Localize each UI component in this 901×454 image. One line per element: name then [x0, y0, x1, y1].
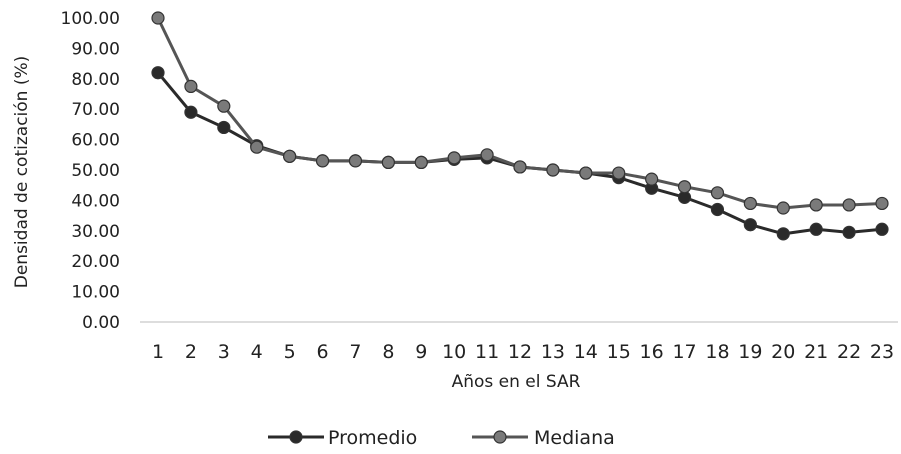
- x-tick-label: 5: [284, 341, 296, 363]
- y-tick-label: 60.00: [71, 131, 120, 151]
- data-point: [645, 172, 659, 186]
- data-point: [743, 196, 757, 211]
- legend-label: Promedio: [328, 427, 417, 449]
- x-tick-label: 17: [672, 341, 696, 363]
- legend-marker: [289, 430, 303, 444]
- x-tick-label: 9: [415, 341, 427, 363]
- x-tick-label: 12: [508, 341, 532, 363]
- x-tick-label: 14: [574, 341, 598, 363]
- data-point: [151, 66, 165, 80]
- x-tick-label: 10: [442, 341, 466, 363]
- series-layer: [151, 11, 889, 241]
- x-tick-label: 15: [607, 341, 631, 363]
- data-point: [414, 155, 428, 169]
- y-tick-label: 50.00: [71, 161, 120, 181]
- x-tick-label: 2: [185, 341, 197, 363]
- data-point: [184, 79, 198, 94]
- data-point: [875, 222, 889, 236]
- data-point: [809, 222, 823, 236]
- x-tick-label: 4: [251, 341, 263, 363]
- data-point: [842, 225, 856, 239]
- x-tick-label: 3: [218, 341, 230, 363]
- data-point: [381, 155, 395, 169]
- legend: Promedio Mediana: [268, 427, 615, 449]
- y-tick-label: 20.00: [71, 252, 120, 272]
- data-point: [710, 186, 725, 200]
- data-point: [677, 180, 692, 194]
- series-line-promedio: [156, 71, 883, 236]
- data-point: [776, 227, 790, 241]
- x-tick-label: 1: [152, 341, 164, 363]
- y-axis-title: Densidad de cotización (%): [12, 56, 32, 289]
- x-tick-label: 13: [541, 341, 565, 363]
- series-mediana: [151, 11, 889, 215]
- x-tick-label: 8: [382, 341, 394, 363]
- y-tick-label: 80.00: [71, 70, 120, 90]
- x-tick-label: 21: [804, 341, 828, 363]
- data-point: [315, 154, 330, 168]
- data-point: [348, 154, 363, 168]
- x-tick-label: 7: [349, 341, 361, 363]
- x-axis-ticks: 1 2 3 4 5 6 7 8 9 10 11 12 13 14 15 16 17 18 19 20 21 22 23: [152, 341, 894, 363]
- data-point: [842, 198, 856, 212]
- data-point: [480, 148, 494, 162]
- x-tick-label: 19: [738, 341, 762, 363]
- data-point: [151, 11, 165, 25]
- x-tick-label: 6: [316, 341, 328, 363]
- data-point: [447, 151, 461, 165]
- x-axis-title: Años en el SAR: [452, 372, 581, 392]
- data-point: [283, 149, 297, 163]
- data-point: [217, 120, 231, 135]
- series-promedio: [151, 66, 889, 241]
- legend-marker: [493, 430, 507, 444]
- data-point: [217, 99, 231, 113]
- legend-item-promedio: Promedio: [268, 427, 417, 449]
- y-tick-label: 30.00: [71, 222, 120, 242]
- legend-label: Mediana: [534, 427, 615, 449]
- x-tick-label: 20: [771, 341, 795, 363]
- x-tick-label: 22: [837, 341, 861, 363]
- data-point: [513, 160, 527, 174]
- data-point: [809, 198, 823, 212]
- y-axis-ticks: 0.00 10.00 20.00 30.00 40.00 50.00 60.00 70.00 8…: [61, 9, 120, 333]
- data-point: [184, 105, 198, 119]
- series-line-mediana: [156, 17, 883, 210]
- data-point: [710, 202, 725, 217]
- x-tick-label: 18: [705, 341, 729, 363]
- y-tick-label: 40.00: [71, 191, 120, 211]
- data-point: [579, 166, 593, 180]
- data-point: [250, 140, 264, 154]
- y-tick-label: 0.00: [82, 313, 120, 333]
- y-tick-label: 10.00: [71, 283, 120, 303]
- x-tick-label: 11: [475, 341, 499, 363]
- y-tick-label: 70.00: [71, 100, 120, 120]
- x-tick-label: 16: [640, 341, 664, 363]
- y-tick-label: 100.00: [61, 9, 120, 29]
- data-point: [612, 166, 626, 180]
- data-point: [776, 201, 790, 215]
- x-tick-label: 23: [870, 341, 894, 363]
- legend-item-mediana: Mediana: [472, 427, 615, 449]
- y-tick-label: 90.00: [71, 39, 120, 59]
- data-point: [875, 196, 889, 211]
- data-point: [743, 218, 757, 232]
- data-point: [546, 163, 560, 177]
